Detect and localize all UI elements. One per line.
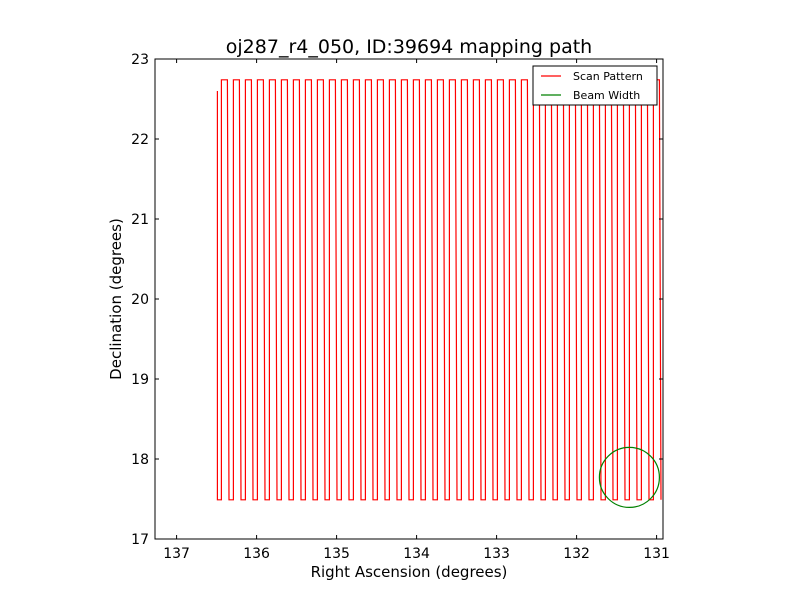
y-tick-label: 18 [131,452,149,468]
legend-label-beam-width: Beam Width [573,89,640,102]
legend-label-scan-pattern: Scan Pattern [573,70,643,83]
x-axis-label: Right Ascension (degrees) [311,563,508,581]
x-tick-label: 133 [483,546,510,562]
y-tick-label: 23 [131,52,149,68]
plot-area [216,79,662,508]
y-tick-label: 22 [131,132,149,148]
beam-width-circle [598,446,661,508]
legend: Scan Pattern Beam Width [532,65,658,106]
x-tick-label: 131 [643,546,670,562]
y-tick-label: 20 [131,292,149,308]
y-axis-label: Declination (degrees) [107,218,125,380]
x-tick-label: 136 [243,546,270,562]
x-tick-label: 134 [403,546,430,562]
y-tick-label: 21 [131,212,149,228]
chart-title: oj287_r4_050, ID:39694 mapping path [226,36,592,58]
legend-box [532,65,658,106]
x-tick-label: 132 [563,546,590,562]
x-tick-label: 137 [163,546,190,562]
scan-pattern-line [216,79,662,501]
y-tick-label: 19 [131,372,149,388]
ticks: 137 136 135 134 133 132 131 17 18 19 20 21 22 23 [131,52,670,562]
y-tick-label: 17 [131,532,149,548]
x-tick-label: 135 [323,546,350,562]
